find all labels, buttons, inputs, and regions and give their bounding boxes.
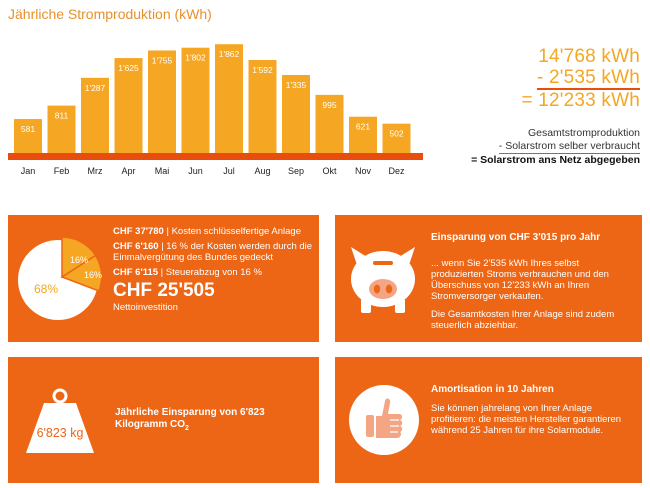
cost-item-subsidy-text: | 16 % der Kosten werden durch die Einma…	[113, 241, 313, 263]
bar-value-label-jun: 1'802	[185, 53, 206, 63]
bar-feb	[47, 105, 76, 153]
savings-paragraph-1: ... wenn Sie 2'535 kWh Ihres selbst prod…	[431, 258, 609, 302]
x-tick-label-jun: Jun	[188, 166, 203, 176]
bar-value-label-okt: 995	[322, 100, 336, 110]
bar-value-label-jan: 581	[21, 124, 35, 134]
bar-mrz	[81, 77, 109, 153]
bar-sep	[282, 75, 310, 153]
bar-jul	[215, 44, 243, 153]
net-investment-amount: CHF 25'505	[113, 280, 215, 301]
x-tick-label-jan: Jan	[21, 166, 36, 176]
totals-block: 14'768 kWh - 2'535 kWh = 12'233 kWh	[521, 46, 640, 111]
x-tick-label-nov: Nov	[355, 166, 372, 176]
totals-legend: Gesamtstromproduktion - Solarstrom selbe…	[471, 127, 640, 167]
cost-card: 68% 16% 16% CHF 37'780 | Kosten schlüsse…	[8, 215, 319, 342]
cost-item-subsidy-amount: CHF 6'160	[113, 241, 159, 252]
bar-value-label-mai: 1'755	[152, 55, 173, 65]
legend-grid-feed: = Solarstrom ans Netz abgegeben	[471, 154, 640, 166]
chart-title: Jährliche Stromproduktion (kWh)	[8, 6, 212, 22]
weight-label: 6'823 kg	[37, 426, 84, 440]
bar-mai	[148, 50, 176, 153]
amortisation-description: Sie können jahrelang von Ihrer Anlage pr…	[431, 403, 622, 436]
chart-baseline	[8, 153, 423, 160]
bar-jan	[14, 119, 42, 153]
savings-text: Einsparung von CHF 3'015 pro Jahr ... we…	[431, 232, 631, 338]
bar-value-label-sep: 1'335	[286, 80, 307, 90]
net-investment-label: Nettoinvestition	[113, 302, 178, 313]
pie-label-16-top: 16%	[70, 255, 88, 265]
cost-breakdown: CHF 37'780 | Kosten schlüsselfertige Anl…	[113, 226, 313, 313]
cost-item-tax: CHF 6'115 | Steuerabzug von 16 %	[113, 267, 313, 278]
piggy-bank-icon	[351, 247, 415, 313]
legend-self-use: - Solarstrom selber verbraucht	[498, 140, 640, 154]
cost-item-total-amount: CHF 37'780	[113, 226, 164, 237]
x-tick-label-aug: Aug	[254, 166, 270, 176]
bar-value-label-aug: 1'592	[252, 65, 273, 75]
bar-value-label-feb: 811	[55, 111, 69, 121]
grid-feed-value: = 12'233 kWh	[521, 90, 640, 111]
thumbs-up-badge	[349, 385, 419, 455]
self-use-value: - 2'535 kWh	[537, 67, 640, 90]
bar-okt	[315, 94, 344, 153]
cost-item-total-text: | Kosten schlüsselfertige Anlage	[163, 226, 301, 237]
bar-jun	[181, 47, 210, 153]
bar-value-label-jul: 1'862	[219, 49, 240, 59]
x-tick-label-mai: Mai	[155, 166, 170, 176]
x-tick-label-mrz: Mrz	[88, 166, 103, 176]
x-tick-label-apr: Apr	[121, 166, 135, 176]
x-tick-label-okt: Okt	[322, 166, 337, 176]
bar-aug	[248, 59, 277, 153]
thumbs-up-icon	[366, 398, 403, 438]
weight-icon: 6'823 kg	[26, 388, 94, 453]
cost-item-total: CHF 37'780 | Kosten schlüsselfertige Anl…	[113, 226, 313, 237]
savings-paragraph-2: Die Gesamtkosten Ihrer Anlage sind zudem…	[431, 309, 615, 331]
cost-item-tax-amount: CHF 6'115	[113, 267, 159, 278]
total-production-value: 14'768 kWh	[538, 46, 640, 67]
x-tick-label-dez: Dez	[388, 166, 405, 176]
x-tick-label-jul: Jul	[223, 166, 235, 176]
co2-subscript: 2	[185, 425, 189, 432]
pie-label-16-bottom: 16%	[84, 270, 102, 280]
bar-value-label-dez: 502	[389, 129, 403, 139]
bar-value-label-nov: 621	[356, 122, 370, 132]
cost-item-subsidy: CHF 6'160 | 16 % der Kosten werden durch…	[113, 241, 313, 263]
savings-card: Einsparung von CHF 3'015 pro Jahr ... we…	[335, 215, 642, 342]
co2-card: 6'823 kg Jährliche Einsparung von 6'823 …	[8, 357, 319, 483]
bar-dez	[382, 123, 411, 153]
bar-value-label-mrz: 1'287	[85, 83, 106, 93]
pie-label-68: 68%	[34, 282, 58, 296]
pie-slice-tax-deduction	[60, 254, 103, 292]
legend-total: Gesamtstromproduktion	[527, 127, 640, 139]
co2-savings-text: Jährliche Einsparung von 6'823 Kilogramm…	[115, 407, 305, 435]
bar-nov	[349, 116, 377, 153]
x-tick-label-feb: Feb	[54, 166, 70, 176]
cost-pie-chart: 68% 16% 16%	[18, 236, 103, 320]
bar-apr	[114, 58, 143, 153]
savings-title: Einsparung von CHF 3'015 pro Jahr	[431, 232, 601, 243]
cost-item-tax-text: | Steuerabzug von 16 %	[158, 267, 262, 278]
production-bar-chart: 581 Jan 811 Feb 1'287 Mrz 1'625 Apr 1'755 Mai 1'80…	[8, 44, 423, 176]
amortisation-title: Amortisation in 10 Jahren	[431, 384, 554, 395]
x-tick-label-sep: Sep	[288, 166, 304, 176]
amortisation-card: Amortisation in 10 Jahren Sie können jah…	[335, 357, 642, 483]
co2-savings-main: Jährliche Einsparung von 6'823 Kilogramm…	[115, 407, 265, 430]
amortisation-text: Amortisation in 10 Jahren Sie können jah…	[431, 384, 631, 436]
bar-value-label-apr: 1'625	[118, 63, 139, 73]
